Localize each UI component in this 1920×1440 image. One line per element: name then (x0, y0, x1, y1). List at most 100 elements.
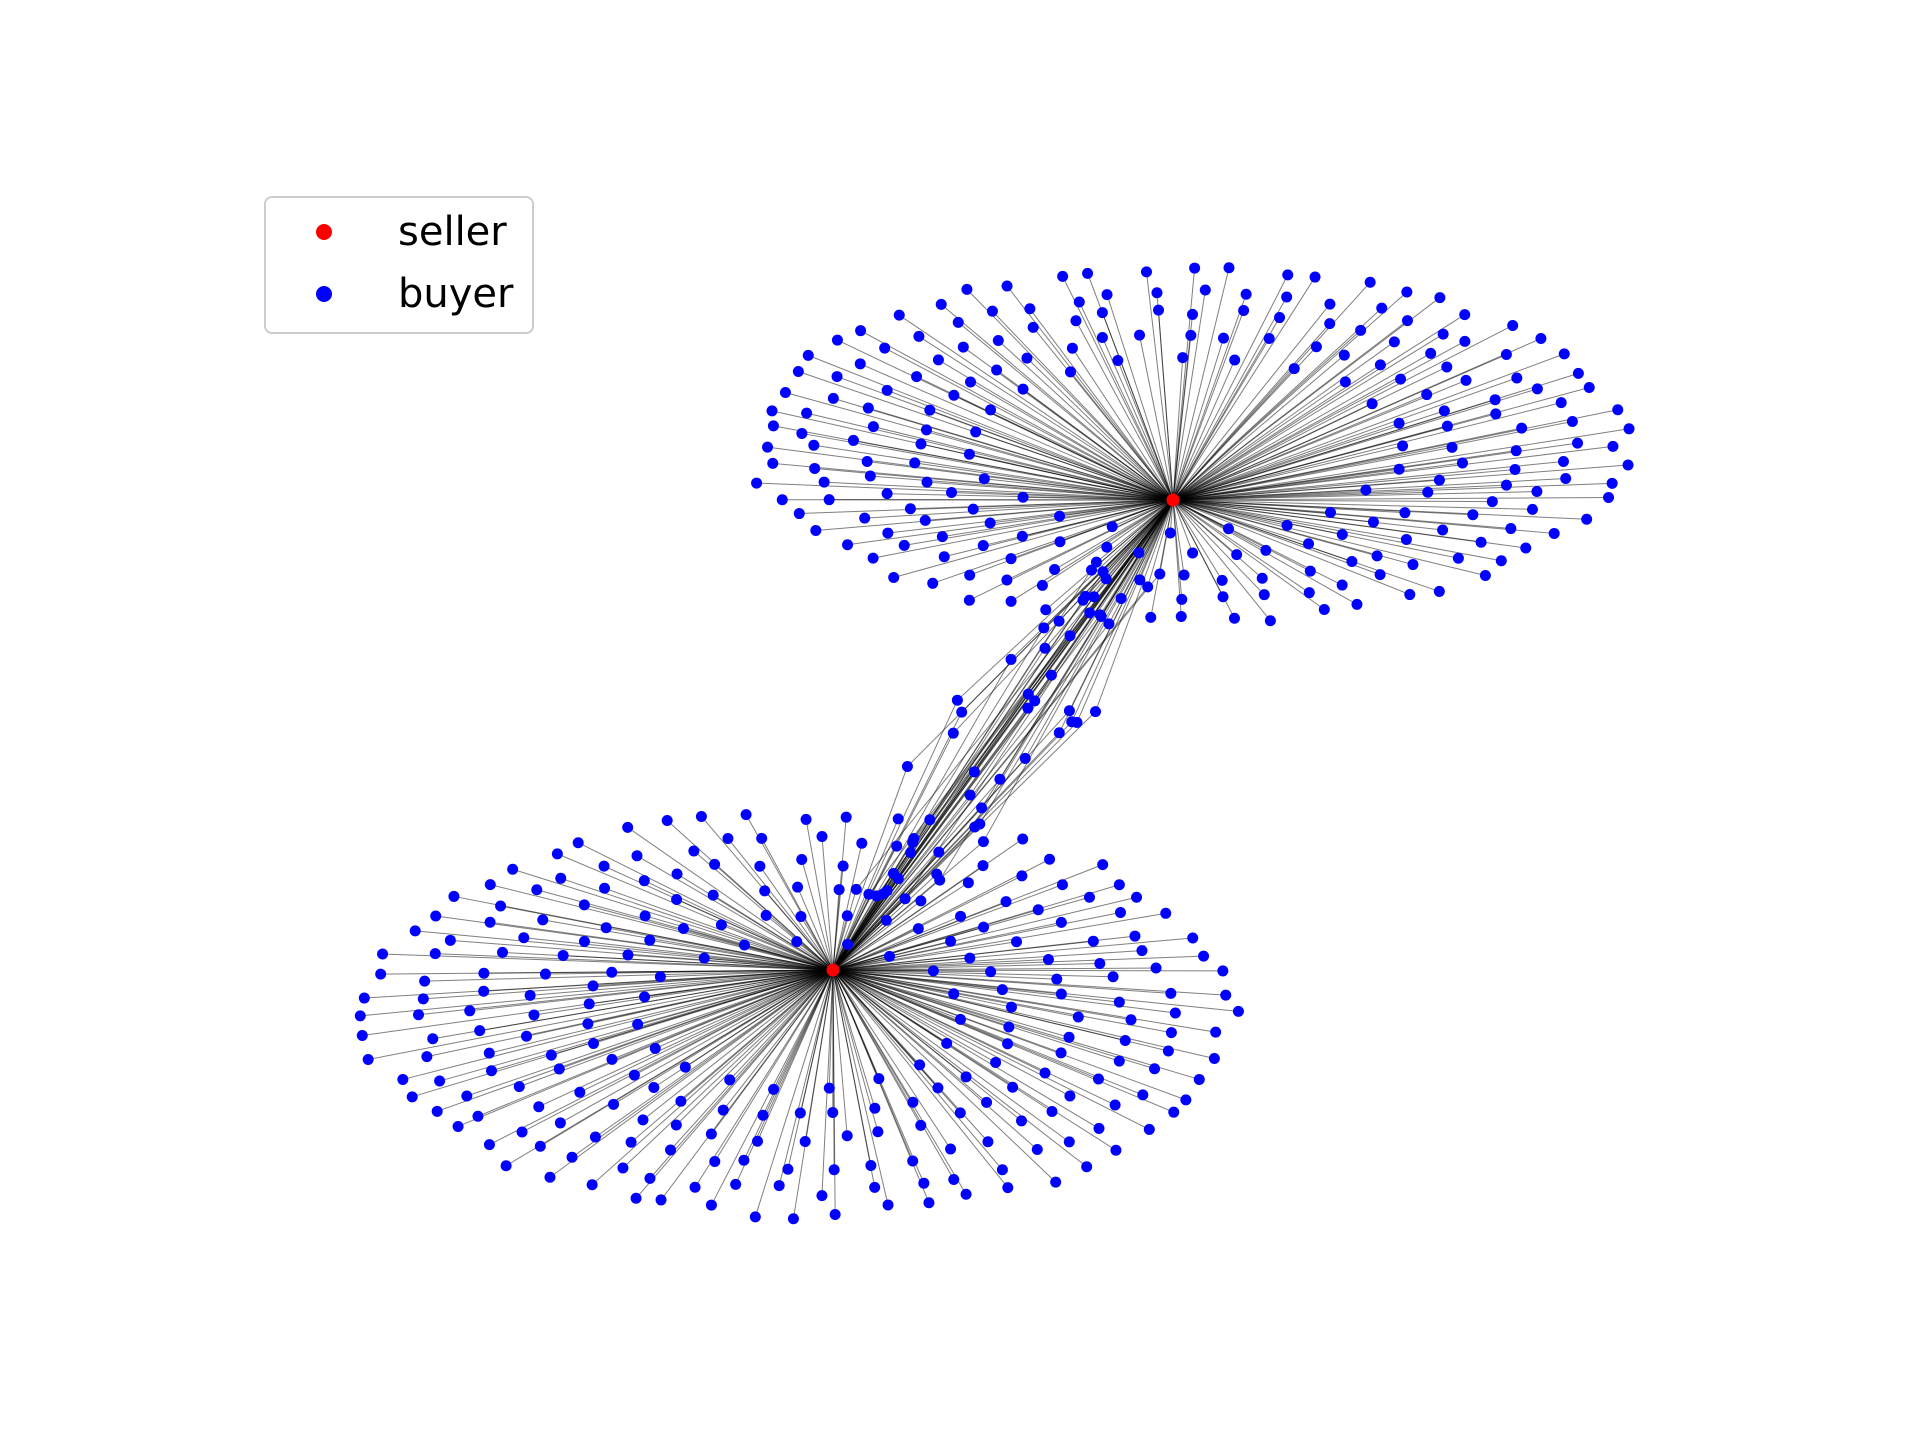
buyer-node (1566, 415, 1578, 427)
buyer-node (356, 1030, 368, 1042)
buyer-node (1175, 611, 1187, 623)
edge (832, 969, 967, 1078)
buyer-node (1401, 286, 1413, 298)
buyer-node (1137, 1089, 1149, 1101)
buyer-node (1001, 280, 1013, 292)
edge (957, 321, 1174, 501)
buyer-node (1509, 464, 1521, 476)
edge (761, 838, 834, 971)
edge (832, 969, 1046, 1074)
buyer-node (1001, 574, 1013, 586)
buyer-node (608, 1098, 620, 1110)
edge (832, 969, 1087, 1168)
buyer-node (913, 330, 925, 342)
edge (832, 969, 848, 1136)
buyer-node (539, 968, 551, 980)
buyer-node (1318, 604, 1330, 616)
edge (966, 289, 1174, 501)
buyer-node (1324, 298, 1336, 310)
buyer-node (1441, 361, 1453, 373)
edge (799, 969, 834, 1114)
buyer-node (1107, 971, 1119, 983)
edge (918, 335, 1174, 501)
buyer-node (759, 885, 771, 897)
edge (1172, 499, 1381, 576)
buyer-node (1217, 965, 1229, 977)
shared-buyer-node (871, 890, 883, 902)
buyer-node (1007, 1081, 1019, 1093)
buyer-node (1081, 1161, 1093, 1173)
buyer-node (1572, 367, 1584, 379)
edge (591, 969, 834, 1186)
buyer-node (740, 809, 752, 821)
buyer-node (545, 1049, 557, 1061)
buyer-node (1531, 383, 1543, 395)
buyer-node (1581, 513, 1593, 525)
edge (1172, 422, 1400, 501)
buyer-node (1198, 950, 1210, 962)
edge (832, 721, 1073, 971)
edge (932, 499, 1174, 584)
buyer-node (1364, 276, 1376, 288)
buyer-node (377, 948, 389, 960)
buyer-node (962, 877, 974, 889)
buyer-node (738, 1154, 750, 1166)
buyer-node (507, 863, 519, 875)
buyer-node (1016, 870, 1028, 882)
buyer-node (1199, 284, 1211, 296)
buyer-node (630, 1192, 642, 1204)
buyer-node (698, 952, 710, 964)
buyer-node (1096, 307, 1108, 319)
buyer-node (587, 980, 599, 992)
buyer-node (715, 919, 727, 931)
buyer-nodes-layer (354, 262, 1635, 1225)
buyer-node (695, 810, 707, 822)
buyer-node (992, 334, 1004, 346)
buyer-node (1366, 398, 1378, 410)
edge (1172, 461, 1564, 501)
buyer-node (524, 989, 536, 1001)
buyer-node (1438, 405, 1450, 417)
buyer-node (1097, 859, 1109, 871)
buyer-node (516, 1126, 528, 1138)
edge (489, 921, 834, 971)
buyer-node (782, 1163, 794, 1175)
buyer-node (1073, 296, 1085, 308)
buyer-node (1017, 833, 1029, 845)
buyer-node (709, 858, 721, 870)
edge (832, 969, 1057, 980)
edge (984, 478, 1174, 501)
seller-nodes-layer (826, 493, 1180, 977)
buyer-node (861, 455, 873, 467)
buyer-node (1106, 521, 1118, 533)
buyer-node (796, 854, 808, 866)
buyer-node (831, 371, 843, 383)
shared-buyer-node (1064, 630, 1076, 642)
buyer-node (1044, 853, 1056, 865)
edge (1091, 499, 1174, 571)
shared-buyer-node (905, 847, 917, 859)
edge (1172, 499, 1493, 503)
buyer-node (1178, 569, 1190, 581)
buyer-node (1263, 332, 1275, 344)
buyer-node (827, 1107, 839, 1119)
buyer-node (941, 1037, 953, 1049)
buyer-node (1005, 1001, 1017, 1013)
buyer-node (649, 1042, 661, 1054)
buyer-node (1131, 891, 1143, 903)
buyer-node (1218, 332, 1230, 344)
buyer-node (1049, 564, 1061, 576)
edge (1172, 364, 1381, 501)
buyer-node (1351, 598, 1363, 610)
buyer-node (907, 1096, 919, 1108)
edge (884, 347, 1174, 501)
buyer-node (625, 1136, 637, 1148)
edge (800, 916, 834, 971)
buyer-node (961, 283, 973, 295)
buyer-node (1240, 288, 1252, 300)
edge (1172, 353, 1565, 501)
buyer-node (1000, 896, 1012, 908)
edge (1172, 354, 1345, 501)
edge (832, 969, 879, 1132)
edge (368, 969, 834, 1061)
